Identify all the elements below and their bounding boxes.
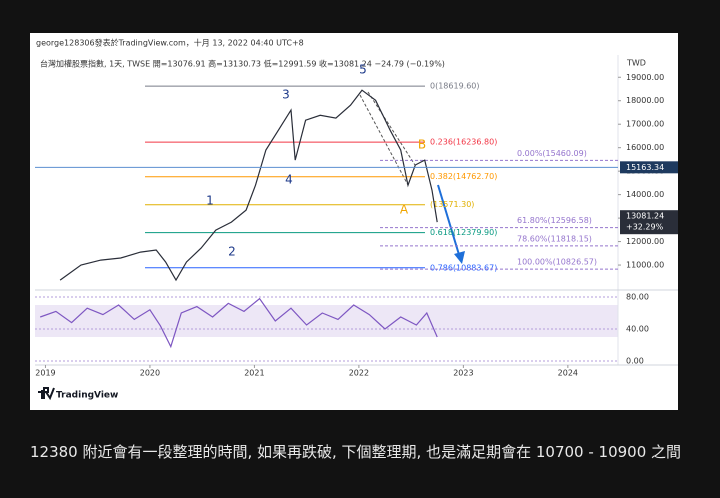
symbol-line: 台灣加權股票指數, 1天, TWSE 開=13076.91 高=13130.73… <box>40 59 445 69</box>
price-label-box <box>620 210 678 235</box>
price-change-label: +32.29% <box>626 223 664 232</box>
fib-extension-label: 100.00%(10826.57) <box>517 258 597 267</box>
x-tick-label: 2023 <box>453 369 473 378</box>
rsi-tick-label: 80.00 <box>626 293 649 302</box>
forecast-arrowhead <box>454 251 465 264</box>
price-label: 13081.24 <box>626 212 664 221</box>
fib-label: (13571.30) <box>430 200 474 209</box>
rsi-tick-label: 40.00 <box>626 325 649 334</box>
fib-extension-label: 61.80%(12596.58) <box>517 216 592 225</box>
price-label-box <box>620 161 678 174</box>
wave-label: A <box>400 203 409 217</box>
y-tick-label: 11000.00 <box>626 261 664 270</box>
brand: TradingView <box>56 391 118 401</box>
fib-label: 0.382(14762.70) <box>430 172 497 181</box>
x-tick-label: 2019 <box>35 369 55 378</box>
chart-background <box>30 33 678 410</box>
y-tick-label: 12000.00 <box>626 237 664 246</box>
x-tick-label: 2020 <box>140 369 160 378</box>
currency: TWD <box>626 59 646 68</box>
fib-label: 0.786(10883.67) <box>430 263 497 272</box>
x-tick-label: 2022 <box>349 369 369 378</box>
fib-extension-label: 0.00%(15460.09) <box>517 149 587 158</box>
x-tick-label: 2024 <box>558 369 578 378</box>
fib-extension-label: 78.60%(11818.15) <box>517 234 592 243</box>
y-tick-label: 18000.00 <box>626 96 664 105</box>
wave-label: 1 <box>206 194 214 208</box>
x-tick-label: 2021 <box>244 369 264 378</box>
brand-logo <box>38 387 55 401</box>
y-tick-label: 17000.00 <box>626 120 664 129</box>
wave-label: 3 <box>282 88 290 102</box>
y-tick-label: 16000.00 <box>626 143 664 152</box>
wave-label: 5 <box>359 63 367 77</box>
y-tick-label: 14000.00 <box>626 190 664 199</box>
rsi-band <box>35 305 618 337</box>
rsi-tick-label: 0.00 <box>626 357 644 366</box>
rsi-line <box>39 297 438 349</box>
channel-lines <box>359 91 416 186</box>
wave-label: 4 <box>285 173 293 187</box>
fib-label: 0(18619.60) <box>430 82 480 91</box>
price-line <box>59 89 438 282</box>
byline: george128306發表於TradingView.com，十月 13, 20… <box>36 38 304 48</box>
price-label: 15163.34 <box>626 163 664 172</box>
y-tick-label: 19000.00 <box>626 73 664 82</box>
caption: 12380 附近會有一段整理的時間, 如果再跌破, 下個整理期, 也是滿足期會在… <box>30 443 682 461</box>
fib-label: 0.236(16236.80) <box>430 138 497 147</box>
fib-label: 0.618(12379.90) <box>430 228 497 237</box>
wave-label: B <box>418 138 426 152</box>
wave-label: 2 <box>228 245 236 259</box>
